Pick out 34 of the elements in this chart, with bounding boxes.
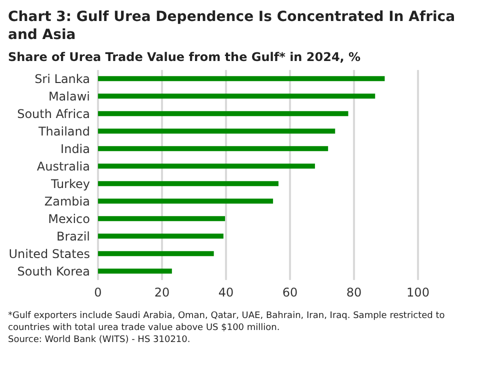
bar: [98, 128, 336, 134]
chart-title: Chart 3: Gulf Urea Dependence Is Concentrated In Africa and Asia: [8, 8, 456, 44]
text: *Gulf exporters include Saudi Arabia, Oman, Qatar, UAE, Bahrain, Iran, Iraq. Sample restricted to countries with total urea trade value above US $100 million.: [8, 310, 446, 334]
bar: [98, 216, 226, 222]
y-tick-label: South Korea: [17, 264, 90, 279]
y-tick-label: Zambia: [44, 194, 90, 209]
bar: [98, 251, 214, 256]
bar: [98, 234, 224, 239]
bar: [98, 146, 328, 152]
y-tick-label: Turkey: [50, 177, 90, 192]
y-tick-label: United States: [8, 247, 90, 262]
y-tick-label: South Africa: [17, 107, 90, 122]
y-tick-label: Sri Lanka: [34, 72, 90, 86]
bar: [98, 164, 315, 169]
bar: [98, 94, 376, 99]
bar: [98, 268, 172, 274]
bar: [98, 198, 274, 204]
y-tick-label: Malawi: [48, 90, 90, 104]
x-tick-label: 80: [346, 286, 362, 300]
source-note: Source: World Bank (WITS) - HS 310210.: [8, 334, 192, 346]
bar: [98, 111, 348, 116]
x-tick-label: 100: [406, 286, 430, 300]
bar: [98, 181, 278, 186]
bar: [98, 76, 385, 82]
y-tick-label: Australia: [36, 160, 90, 174]
y-tick-label: Thailand: [37, 124, 90, 139]
y-tick-label: India: [60, 142, 90, 156]
y-tick-label: Mexico: [48, 212, 90, 226]
x-tick-label: 60: [282, 286, 298, 300]
x-tick-label: 40: [218, 286, 234, 300]
x-tick-label: 20: [154, 286, 170, 300]
x-tick-label: 0: [94, 286, 102, 300]
y-tick-label: Brazil: [56, 230, 90, 244]
chart-subtitle: Share of Urea Trade Value from the Gulf* in 2024, %: [8, 50, 362, 64]
